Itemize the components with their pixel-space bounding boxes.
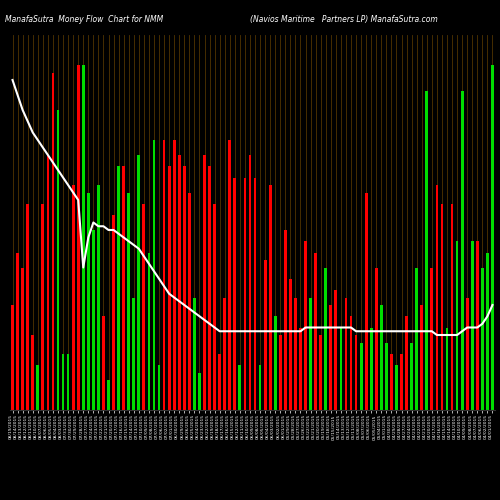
Bar	[234, 178, 236, 410]
Bar	[178, 155, 180, 410]
Bar	[330, 305, 332, 410]
Bar	[430, 268, 433, 410]
Bar	[152, 140, 156, 410]
Bar	[324, 268, 327, 410]
Bar	[32, 335, 34, 410]
Bar	[92, 230, 94, 410]
Bar	[375, 268, 378, 410]
Bar	[72, 185, 74, 410]
Bar	[142, 204, 146, 410]
Bar	[117, 166, 120, 410]
Bar	[360, 342, 362, 410]
Bar	[466, 298, 468, 410]
Bar	[77, 65, 80, 410]
Bar	[314, 252, 317, 410]
Bar	[258, 365, 262, 410]
Bar	[491, 65, 494, 410]
Bar	[420, 305, 423, 410]
Bar	[66, 354, 70, 410]
Bar	[340, 328, 342, 410]
Bar	[138, 155, 140, 410]
Bar	[269, 185, 272, 410]
Bar	[238, 365, 242, 410]
Bar	[173, 140, 176, 410]
Bar	[16, 252, 19, 410]
Bar	[284, 230, 286, 410]
Bar	[304, 242, 307, 410]
Text: (Navios Maritime   Partners LP) ManafaSutra.com: (Navios Maritime Partners LP) ManafaSutr…	[250, 15, 438, 24]
Bar	[162, 140, 166, 410]
Bar	[102, 316, 105, 410]
Bar	[299, 328, 302, 410]
Bar	[274, 316, 276, 410]
Bar	[476, 242, 478, 410]
Bar	[228, 140, 231, 410]
Bar	[158, 365, 160, 410]
Bar	[426, 91, 428, 410]
Bar	[320, 335, 322, 410]
Bar	[218, 354, 221, 410]
Bar	[395, 365, 398, 410]
Bar	[188, 192, 190, 410]
Bar	[405, 316, 408, 410]
Bar	[354, 335, 358, 410]
Bar	[132, 298, 135, 410]
Bar	[410, 342, 413, 410]
Bar	[107, 380, 110, 410]
Bar	[62, 354, 64, 410]
Bar	[21, 268, 24, 410]
Bar	[380, 305, 382, 410]
Bar	[213, 204, 216, 410]
Bar	[97, 185, 100, 410]
Bar	[334, 290, 337, 410]
Bar	[208, 166, 211, 410]
Bar	[481, 268, 484, 410]
Bar	[471, 242, 474, 410]
Bar	[486, 252, 489, 410]
Bar	[289, 278, 292, 410]
Bar	[128, 192, 130, 410]
Bar	[254, 178, 256, 410]
Bar	[122, 166, 125, 410]
Bar	[56, 110, 59, 410]
Bar	[244, 178, 246, 410]
Bar	[294, 298, 297, 410]
Bar	[264, 260, 266, 410]
Bar	[446, 328, 448, 410]
Bar	[52, 72, 54, 410]
Bar	[36, 365, 39, 410]
Bar	[87, 192, 90, 410]
Bar	[224, 298, 226, 410]
Bar	[42, 204, 44, 410]
Bar	[309, 298, 312, 410]
Bar	[82, 65, 84, 410]
Bar	[400, 354, 403, 410]
Bar	[11, 305, 14, 410]
Bar	[183, 166, 186, 410]
Bar	[436, 185, 438, 410]
Bar	[193, 298, 196, 410]
Bar	[350, 316, 352, 410]
Bar	[198, 372, 201, 410]
Bar	[390, 354, 393, 410]
Bar	[456, 242, 458, 410]
Bar	[203, 155, 206, 410]
Bar	[26, 204, 29, 410]
Bar	[344, 298, 348, 410]
Bar	[370, 328, 372, 410]
Bar	[279, 335, 281, 410]
Bar	[168, 166, 170, 410]
Bar	[248, 155, 252, 410]
Bar	[148, 252, 150, 410]
Bar	[450, 204, 454, 410]
Bar	[440, 204, 444, 410]
Bar	[416, 268, 418, 410]
Bar	[385, 342, 388, 410]
Bar	[112, 215, 115, 410]
Bar	[46, 155, 50, 410]
Text: ManafaSutra  Money Flow  Chart for NMM: ManafaSutra Money Flow Chart for NMM	[5, 15, 163, 24]
Bar	[461, 91, 464, 410]
Bar	[365, 192, 368, 410]
